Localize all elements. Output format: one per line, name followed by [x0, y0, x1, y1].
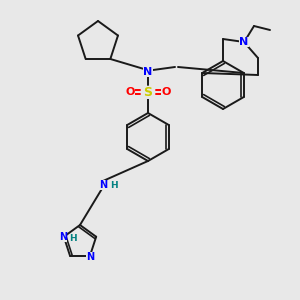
Text: H: H	[110, 181, 118, 190]
Text: H: H	[69, 234, 76, 243]
Text: N: N	[239, 37, 249, 47]
Text: O: O	[161, 87, 171, 97]
Text: O: O	[125, 87, 135, 97]
Text: N: N	[59, 232, 67, 242]
Text: N: N	[99, 180, 107, 190]
Text: N: N	[143, 67, 153, 77]
Text: N: N	[86, 252, 94, 262]
Text: S: S	[143, 85, 152, 98]
